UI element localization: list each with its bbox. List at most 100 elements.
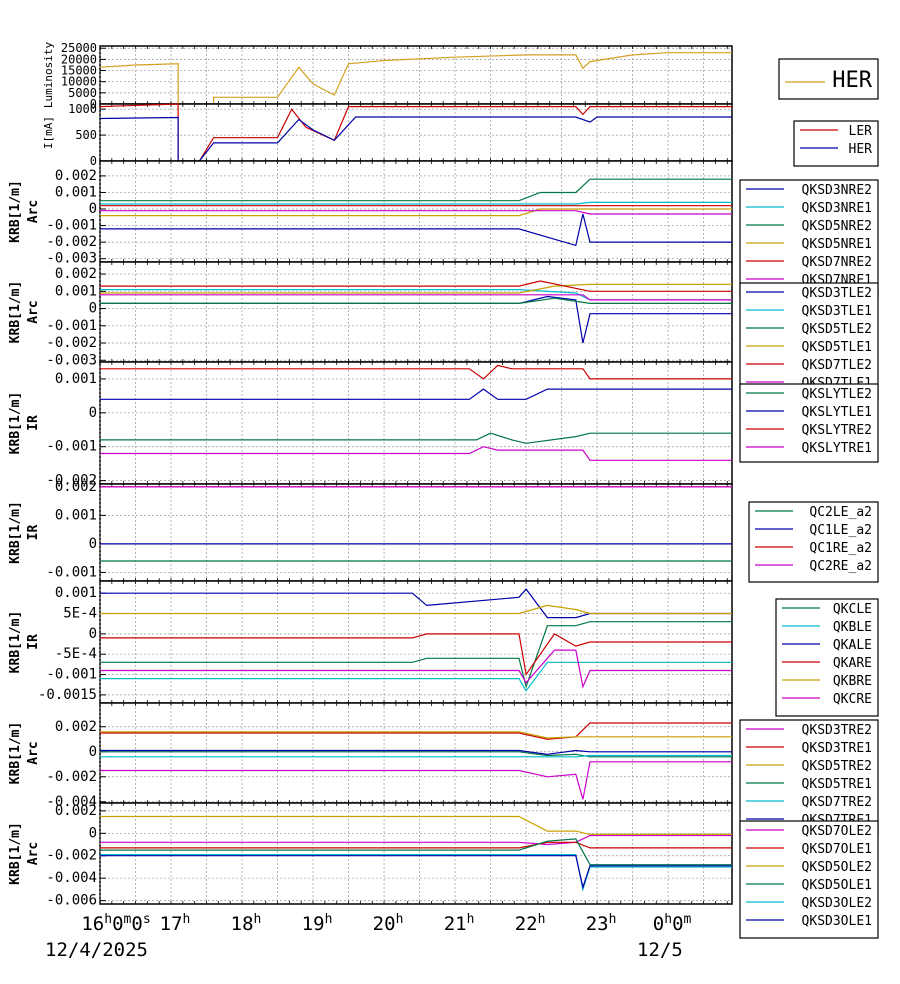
- legend-label: QKSD5TLE2: [802, 322, 872, 337]
- y-tick-label: -0.001: [46, 439, 97, 455]
- series-line-qkbre: [100, 604, 732, 615]
- panel-frame: [99, 103, 733, 162]
- panel-ir2: 0.002 0.001 0 -0.001 KRB[1/m] IR: [8, 479, 733, 582]
- y-tick-label: 0.001: [55, 585, 97, 601]
- legend-label: QKSD7OLE2: [802, 824, 872, 839]
- panel-ir3: 0.001 5E-4 0 -5E-4 -0.001 -0.0015 KRB[1/m] IR: [8, 580, 733, 704]
- x-tick-label: 21h: [444, 912, 475, 936]
- y-tick-label: 5E-4: [63, 606, 97, 622]
- y-tick-label: -0.002: [46, 848, 97, 864]
- y-axis-subtitle: Arc: [26, 842, 41, 865]
- x-tick-label: 16h0m0s: [81, 912, 150, 936]
- y-tick-label: -0.001: [46, 218, 97, 234]
- legend-box: [739, 820, 879, 939]
- x-tick-label: 19h: [302, 912, 333, 936]
- series-line-qksd5nre1: [100, 208, 732, 217]
- legend-label: QKSD5TRE2: [802, 759, 872, 774]
- y-tick-label: -0.003: [46, 251, 97, 267]
- y-axis-subtitle: Arc: [26, 741, 41, 764]
- y-tick-label: 0: [89, 201, 97, 217]
- series-line-qksd3ole1: [100, 855, 732, 890]
- y-axis-subtitle: IR: [26, 634, 41, 650]
- y-tick-label: 15000: [61, 64, 97, 78]
- series-line-qkslytre1: [100, 446, 732, 461]
- legend-box: [778, 58, 879, 100]
- legend-label: QKSLYTLE2: [802, 387, 872, 402]
- y-tick-label: 0.002: [55, 168, 97, 184]
- legend-box: [739, 179, 879, 298]
- y-axis-title: KRB[1/m]: [8, 501, 23, 564]
- series-line-qksd5ole2: [100, 815, 732, 835]
- y-tick-label: 0.001: [55, 507, 97, 523]
- legend-label: QKSD3TLE2: [802, 286, 872, 301]
- y-tick-label: 1000: [68, 102, 97, 116]
- legend-label: QKSLYTRE2: [802, 423, 872, 438]
- legend-box: [748, 501, 879, 583]
- x-tick-label: 20h: [373, 912, 404, 936]
- series-line-qksd7tre1: [100, 749, 732, 755]
- series-line-qksd5ole1: [100, 838, 732, 866]
- y-tick-label: 0: [90, 97, 97, 111]
- y-tick-label: -0.002: [46, 769, 97, 785]
- y-tick-label: -0.001: [46, 564, 97, 580]
- legend-label: QKSD3OLE1: [802, 914, 872, 929]
- series-line-qksd5tre1: [100, 751, 732, 758]
- y-tick-label: -0.001: [46, 667, 97, 683]
- legend-label: QKSD3OLE2: [802, 896, 872, 911]
- legend-label: QKSD3TLE1: [802, 304, 872, 319]
- legend-label: QKSD5TRE1: [802, 777, 872, 792]
- legend-luminosity: HER: [778, 58, 879, 100]
- legend-ir1: QKSLYTLE2 QKSLYTLE1 QKSLYTRE2 QKSLYTRE1: [739, 383, 879, 463]
- legend-arc4: QKSD7OLE2 QKSD7OLE1 QKSD5OLE2 QKSD5OLE1 QKSD…: [739, 820, 879, 939]
- series-line-qksd5nre2: [100, 178, 732, 202]
- legend-arc1: QKSD3NRE2 QKSD3NRE1 QKSD5NRE2 QKSD5NRE1 QKSD…: [739, 179, 879, 298]
- x-tick-label: 22h: [515, 912, 546, 936]
- y-tick-label: -0.004: [46, 870, 97, 886]
- legend-label: HER: [849, 142, 873, 157]
- legend-label: QKSLYTRE1: [802, 441, 872, 456]
- legend-ir3: QKCLE QKBLE QKALE QKARE QKBRE QKCRE: [775, 598, 879, 717]
- y-tick-label: 0: [89, 825, 97, 841]
- y-tick-label: 0.001: [55, 184, 97, 200]
- panel-frame: [99, 160, 733, 263]
- y-tick-label: 0: [89, 405, 97, 421]
- legend-label: QC1LE_a2: [809, 523, 872, 538]
- y-tick-label: 0.002: [55, 803, 97, 819]
- series-line-qksd3tre2: [100, 761, 732, 800]
- legend-label: QKSD5OLE1: [802, 878, 872, 893]
- series-line-qksd7tle2: [100, 280, 732, 292]
- y-tick-label: 500: [75, 128, 97, 142]
- panel-frame: [99, 261, 733, 363]
- series-line-qksd5tle2: [100, 297, 732, 304]
- legend-label: QKSD7TRE2: [802, 795, 872, 810]
- legend-label: QKSD5OLE2: [802, 860, 872, 875]
- x-axis: 12/4/2025 12/5 16h0m0s 17h 18h 19h 20h 21h 22h…: [45, 912, 692, 962]
- legend-label: QKSD7OLE1: [802, 842, 872, 857]
- legend-label: QKSD3NRE1: [802, 201, 872, 216]
- legend-label: QKSLYTLE1: [802, 405, 872, 420]
- legend-label: QKSD5NRE1: [802, 237, 872, 252]
- y-axis-subtitle: Arc: [26, 300, 41, 323]
- series-line-qksd3tre1: [100, 722, 732, 740]
- x-tick-label: 23h: [586, 912, 617, 936]
- legend-label: QC1RE_a2: [809, 541, 872, 556]
- legend-label: QC2RE_a2: [809, 559, 872, 574]
- legend-label: QKCLE: [833, 602, 872, 617]
- y-axis-title: KRB[1/m]: [8, 722, 23, 785]
- series-line-qksd7ole2: [100, 834, 732, 846]
- legend-label: QC2LE_a2: [809, 505, 872, 520]
- legend-arc3: QKSD3TRE2 QKSD3TRE1 QKSD5TRE2 QKSD5TRE1 QKSD…: [739, 719, 879, 838]
- series-line-qksd7ole1: [100, 841, 732, 849]
- series-line-qksd5tre2: [100, 731, 732, 739]
- y-axis-subtitle: IR: [26, 525, 41, 541]
- y-tick-label: -0.002: [46, 234, 97, 250]
- y-axis-title: KRB[1/m]: [8, 281, 23, 344]
- panel-frame: [99, 483, 733, 582]
- legend-label: QKCRE: [833, 692, 872, 707]
- legend-arc2: QKSD3TLE2 QKSD3TLE1 QKSD5TLE2 QKSD5TLE1 QKSD…: [739, 282, 879, 401]
- y-axis-subtitle: IR: [26, 415, 41, 431]
- legend-label: QKSD3TRE1: [802, 741, 872, 756]
